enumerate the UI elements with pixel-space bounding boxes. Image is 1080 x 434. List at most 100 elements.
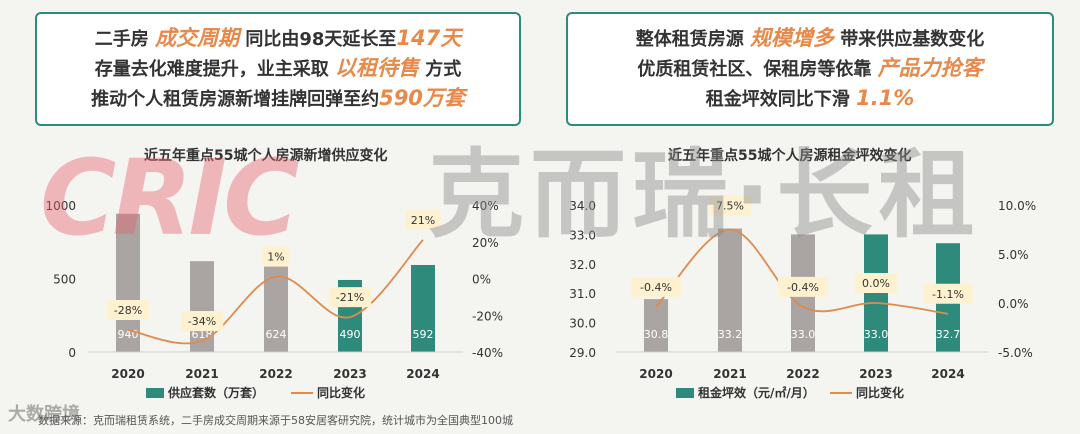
data-label-box [854,273,898,293]
data-label-box [262,246,290,267]
insight-card-supply: 二手房 成交周期 同比由98天延长至147天 存量去化难度提升，业主采取 以租待… [35,12,521,126]
data-label: 1% [267,251,284,264]
bar-value-label: 490 [340,328,361,341]
y2-tick-label: 10.0% [998,199,1036,213]
watermark-logo-cn: 克而瑞·长租 [428,139,981,251]
y-tick-label: 30.0 [569,317,596,331]
data-label: -21% [336,291,364,304]
y-tick-label: 34.0 [569,199,596,213]
y2-tick-label: 0% [472,273,491,287]
card-text: 整体租赁房源 [635,29,744,50]
card-highlight: 147天 [396,26,462,50]
bar-value-label: 592 [413,328,434,341]
series-line [127,239,424,345]
data-label: -1.1% [932,288,964,301]
x-tick-label: 2023 [333,367,366,381]
x-tick-label: 2024 [406,367,439,381]
y-tick-label: 33.0 [569,228,596,242]
data-label: 7.5% [716,200,744,213]
data-label: 0.0% [862,277,890,290]
data-label-box [328,287,372,308]
bar [411,264,435,352]
insight-card-rent: 整体租赁房源 规模增多 带来供应基数变化 优质租赁社区、保租房等依靠 产品力抢客… [566,12,1054,126]
bar [718,228,742,352]
data-label-box [708,195,752,216]
bar [864,234,888,352]
legend-label-line: 同比变化 [856,385,904,400]
card-highlight: 成交周期 [155,26,240,50]
card-highlight: 590万套 [379,86,465,110]
card-line: 整体租赁房源 规模增多 带来供应基数变化 [636,24,985,54]
bar [644,299,668,352]
data-label-box [180,310,224,331]
watermark-logo-en: CRIC [40,137,299,259]
bar-value-label: 33.0 [864,328,889,341]
data-label: -0.4% [787,281,819,294]
card-highlight: 以租待售 [335,56,419,80]
source-note: 数据来源：克而瑞租赁系统，二手房成交周期来源于58安居客研究院，统计城市为全国典… [38,414,513,427]
y2-tick-label: 0.0% [998,297,1029,311]
data-label: -28% [114,304,142,317]
x-tick-label: 2023 [859,367,892,381]
x-tick-label: 2021 [713,367,746,381]
bar-value-label: 30.8 [644,328,669,341]
bar-value-label: 32.7 [936,328,961,341]
data-label-box [405,209,441,230]
y-tick-label: 500 [53,273,76,287]
chart-title-rent: 近五年重点55城个人房源租金坪效变化 [668,148,912,164]
bar-value-label: 940 [118,328,139,341]
y2-tick-label: 5.0% [998,248,1029,262]
bar-value-label: 624 [266,328,287,341]
y-tick-label: 29.0 [569,346,596,360]
data-label: -34% [188,315,216,328]
data-label: 21% [411,214,435,227]
legend-label-line: 同比变化 [317,385,365,400]
card-text: 优质租赁社区、保租房等依靠 [637,59,872,80]
y2-tick-label: 20% [472,236,499,250]
card-text: 存量去化难度提升，业主采取 [94,59,329,80]
card-line: 优质租赁社区、保租房等依靠 产品力抢客 [637,54,982,84]
y-tick-label: 0 [68,346,76,360]
x-tick-label: 2022 [786,367,819,381]
card-text: 带来供应基数变化 [840,29,985,50]
card-highlight: 1.1% [856,86,915,110]
data-label-box [631,276,681,297]
y-tick-label: 1000 [45,199,76,213]
bar-value-label: 33.2 [718,328,743,341]
data-label: -0.4% [640,281,672,294]
x-tick-label: 2022 [259,367,292,381]
x-tick-label: 2020 [639,367,672,381]
data-label-box [106,299,150,320]
card-highlight: 产品力抢客 [877,56,983,80]
y2-tick-label: -40% [472,346,503,360]
card-text: 租金坪效同比下滑 [705,89,850,110]
card-text: 同比由98天延长至 [245,29,397,50]
card-line: 存量去化难度提升，业主采取 以租待售 方式 [95,54,462,84]
data-label-box [923,283,973,304]
y-tick-label: 31.0 [569,287,596,301]
x-tick-label: 2021 [185,367,218,381]
series-line [655,228,949,315]
data-label-box [778,276,828,297]
y2-tick-label: -20% [472,309,503,323]
x-tick-label: 2024 [931,367,964,381]
bar-value-label: 33.0 [791,328,816,341]
y2-tick-label: 40% [472,199,499,213]
card-line: 租金坪效同比下滑 1.1% [706,84,915,114]
bar [264,260,288,352]
card-highlight: 规模增多 [750,26,834,50]
y-tick-label: 32.0 [569,258,596,272]
card-line: 推动个人租赁房源新增挂牌回弹至约590万套 [91,84,465,114]
legend-label-bar: 供应套数（万套） [167,385,264,400]
bar [116,213,140,352]
watermark-corner-logo: 大数跨境 [8,404,80,425]
legend-swatch-bar [146,388,164,398]
card-text: 方式 [425,59,462,80]
card-line: 二手房 成交周期 同比由98天延长至147天 [95,24,461,54]
legend-label-bar: 租金坪效（元/㎡/月） [698,385,815,400]
chart-title-supply: 近五年重点55城个人房源新增供应变化 [144,148,388,164]
legend-swatch-bar [676,388,694,398]
card-text: 推动个人租赁房源新增挂牌回弹至约 [91,89,380,110]
x-tick-label: 2020 [111,367,144,381]
